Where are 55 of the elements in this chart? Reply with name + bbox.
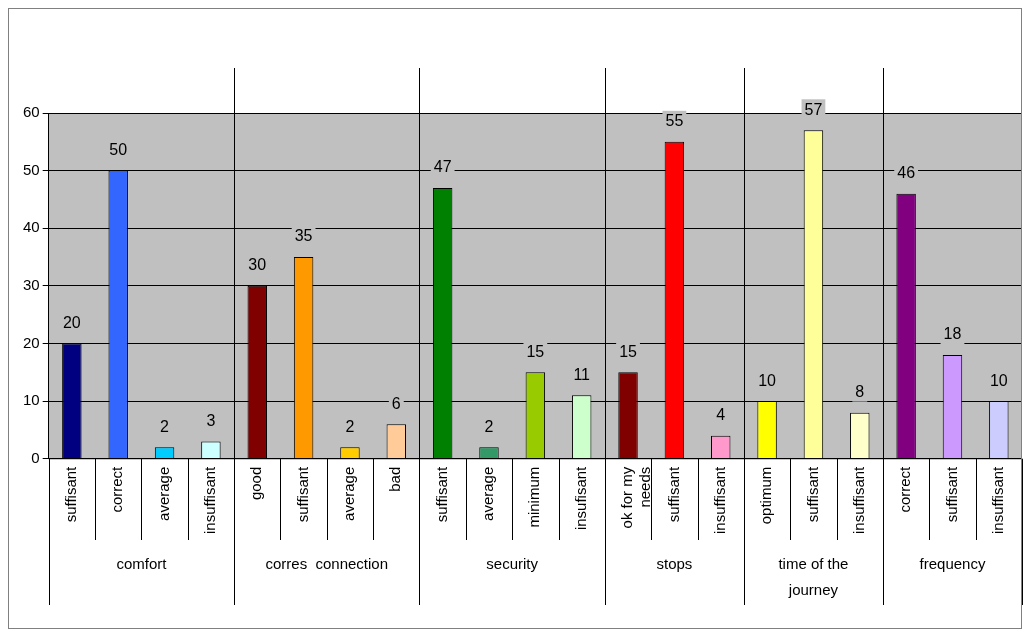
text: time of the journey xyxy=(778,555,849,599)
data-label: 46 xyxy=(897,164,916,182)
x-tick-label: insuffisant xyxy=(201,465,219,534)
x-tick-label: average xyxy=(154,466,172,521)
x-tick-label: suffisant xyxy=(664,465,682,523)
data-label: 3 xyxy=(206,411,216,429)
data-label: 10 xyxy=(758,371,777,389)
data-label: 55 xyxy=(665,112,684,130)
x-tick-label: insuffisant xyxy=(988,465,1006,534)
y-tick-label: 30 xyxy=(23,276,40,294)
data-label: 2 xyxy=(345,417,355,435)
text: corres connection xyxy=(265,555,389,573)
text: security xyxy=(486,555,539,573)
data-label: 15 xyxy=(619,342,638,360)
x-tick-label: average xyxy=(479,466,497,521)
data-label: 10 xyxy=(989,371,1008,389)
x-tick-label: correct xyxy=(108,465,126,513)
text: comfort xyxy=(116,555,168,573)
x-tick-label: suffisant xyxy=(62,465,79,523)
x-tick-label: insuffisant xyxy=(849,465,867,534)
text: frequency xyxy=(919,555,986,573)
y-tick-label: 50 xyxy=(23,160,40,178)
data-label: 15 xyxy=(526,342,545,360)
x-tick-label: minimum xyxy=(525,466,543,528)
data-label: 57 xyxy=(804,100,823,118)
x-tick-label: optimum xyxy=(757,466,775,525)
data-label: 2 xyxy=(160,417,170,435)
x-tick-label: suffisant xyxy=(942,465,960,523)
data-label: 6 xyxy=(391,394,401,412)
data-label: 47 xyxy=(433,158,452,176)
data-label: 35 xyxy=(294,227,313,245)
text: stops xyxy=(656,555,693,573)
data-label: 2 xyxy=(484,417,494,435)
x-tick-label: good xyxy=(247,466,265,501)
x-tick-label: average xyxy=(340,466,358,521)
y-tick-label: 60 xyxy=(23,103,40,121)
data-label: 4 xyxy=(716,406,726,424)
data-label: 30 xyxy=(248,256,267,274)
x-tick-label: suffisant xyxy=(803,465,821,523)
y-tick-label: 40 xyxy=(23,218,40,236)
y-tick-label: 10 xyxy=(23,391,40,409)
y-tick-label: 20 xyxy=(23,333,40,351)
x-tick-label: insufisant xyxy=(571,465,589,531)
y-tick-label: 0 xyxy=(31,448,40,466)
x-tick-label: bad xyxy=(386,466,404,492)
x-tick-label: insuffisant xyxy=(710,465,728,534)
data-label: 18 xyxy=(943,325,962,343)
x-tick-label: suffisant xyxy=(293,465,311,523)
data-label: 11 xyxy=(573,365,591,383)
x-tick-label: ok for my needs xyxy=(618,466,654,529)
data-label: 50 xyxy=(109,141,128,159)
data-label: 20 xyxy=(62,313,81,331)
x-tick-label: suffisant xyxy=(432,465,450,523)
data-label: 8 xyxy=(855,383,865,401)
x-tick-label: correct xyxy=(896,465,914,513)
